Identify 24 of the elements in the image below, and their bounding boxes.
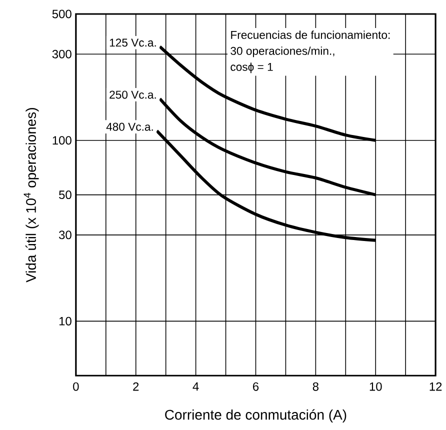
y-tick-label: 300 (52, 50, 72, 59)
series-label: 125 Vc.a. (110, 38, 156, 47)
series-label: 480 Vc.a. (106, 123, 153, 131)
x-tick-label: 12 (430, 382, 442, 391)
annotation: cosϕ = 1 (230, 62, 273, 74)
x-tick-label: 8 (312, 382, 318, 392)
y-tick-label: 10 (59, 317, 72, 326)
y-tick-label: 50 (59, 190, 72, 200)
line-series (155, 129, 378, 242)
line-series (158, 97, 378, 197)
y-axis-title: Vida útil (x 10$^{4}$ operaciones) (24, 108, 39, 283)
x-tick-label: 10 (370, 382, 382, 392)
x-tick-label: 2 (133, 382, 139, 391)
y-tick-label: 500 (52, 10, 72, 18)
x-axis-title: Corriente de conmutación (A) (165, 409, 346, 423)
x-tick-label: 0 (73, 382, 79, 392)
y-tick-label: 100 (52, 136, 72, 145)
annotation: 30 operaciones/min., (230, 46, 334, 58)
x-tick-label: 6 (253, 382, 259, 392)
series-label: 250 Vc.a. (110, 90, 156, 99)
annotation: Frecuencias de funcionamiento: (231, 30, 390, 40)
x-tick-label: 4 (192, 382, 199, 391)
y-tick-label: 30 (59, 230, 72, 240)
line-series (158, 45, 378, 142)
